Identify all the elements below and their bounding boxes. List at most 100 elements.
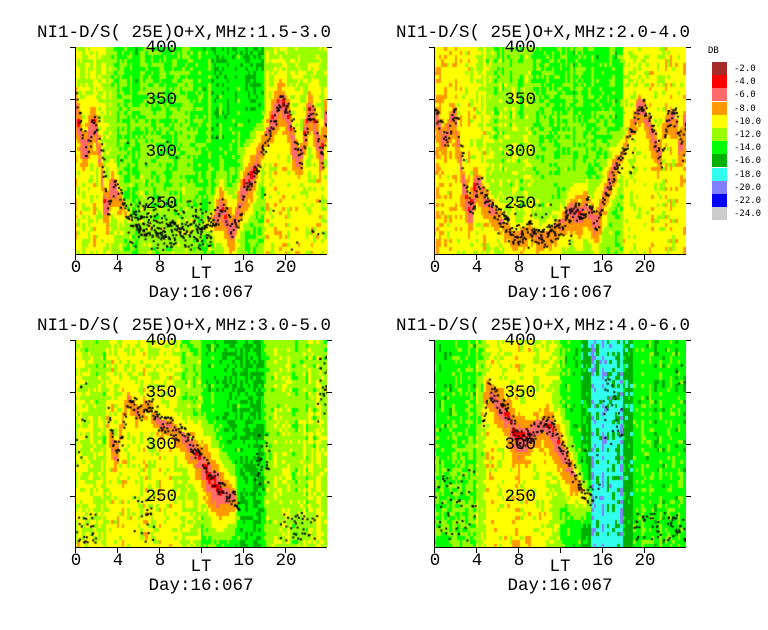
y-tick-label: 400 xyxy=(145,38,177,58)
legend-label: -18.0 xyxy=(734,169,762,180)
y-tick-label: 350 xyxy=(504,90,536,110)
legend-swatch xyxy=(712,154,727,168)
y-tick xyxy=(70,392,75,393)
y-tick xyxy=(429,444,434,445)
legend-swatch xyxy=(712,128,727,141)
x-tick-label: 0 xyxy=(429,551,441,571)
heatmap-plot xyxy=(75,340,327,548)
legend-swatch xyxy=(712,167,727,181)
y-tick-label: 400 xyxy=(145,331,177,351)
x-tick-label: 8 xyxy=(513,551,525,571)
x-tick xyxy=(285,255,286,260)
ionogram-panel: NI1-D/S( 25E)O+X,MHz:4.0-6.0 400 350 300 25… xyxy=(396,317,768,630)
y-tick-right xyxy=(686,151,691,152)
legend-label: -2.0 xyxy=(734,64,756,74)
x-tick xyxy=(434,255,435,260)
day-label: Day:16:067 xyxy=(148,576,254,596)
y-tick-label: 300 xyxy=(145,142,177,162)
legend-unit: DB xyxy=(708,46,719,56)
x-tick xyxy=(201,255,202,260)
y-tick-label: 250 xyxy=(145,194,177,214)
y-tick-right xyxy=(327,151,332,152)
panel-title: NI1-D/S( 25E)O+X,MHz:2.0-4.0 xyxy=(396,23,691,43)
y-tick xyxy=(70,340,75,341)
y-tick-right xyxy=(686,444,691,445)
y-tick-label: 400 xyxy=(504,38,536,58)
x-tick xyxy=(75,255,76,260)
x-tick xyxy=(159,255,160,260)
y-tick-right xyxy=(327,340,332,341)
y-tick-right xyxy=(327,444,332,445)
y-tick-right xyxy=(327,496,332,497)
x-tick xyxy=(75,548,76,553)
y-tick-label: 300 xyxy=(145,435,177,455)
y-tick xyxy=(429,151,434,152)
y-tick-label: 350 xyxy=(504,383,536,403)
legend-label: -14.0 xyxy=(734,143,762,154)
y-tick-right xyxy=(327,99,332,100)
legend-label: -24.0 xyxy=(734,209,762,220)
y-tick xyxy=(429,47,434,48)
y-tick-label: 350 xyxy=(145,383,177,403)
legend-label: -22.0 xyxy=(734,196,762,206)
heatmap-plot xyxy=(434,47,686,255)
x-axis-label: LT xyxy=(549,264,571,284)
heatmap-canvas xyxy=(75,340,327,548)
x-tick xyxy=(560,255,561,260)
y-tick xyxy=(70,47,75,48)
legend-swatch xyxy=(712,194,727,207)
y-tick-right xyxy=(686,203,691,204)
x-tick xyxy=(602,255,603,260)
panel-title: NI1-D/S( 25E)O+X,MHz:3.0-5.0 xyxy=(37,316,332,336)
x-tick-label: 0 xyxy=(429,258,441,278)
x-tick-label: 16 xyxy=(592,258,614,278)
x-tick xyxy=(201,548,202,553)
legend-swatch xyxy=(712,88,727,102)
y-tick xyxy=(429,392,434,393)
x-tick-label: 0 xyxy=(70,551,82,571)
ionogram-panel: NI1-D/S( 25E)O+X,MHz:2.0-4.0 400 350 300 25… xyxy=(396,24,768,337)
y-tick-label: 250 xyxy=(504,487,536,507)
x-tick xyxy=(476,548,477,553)
x-tick xyxy=(518,548,519,553)
legend-label: -8.0 xyxy=(734,103,756,114)
x-tick-label: 16 xyxy=(233,551,255,571)
x-tick-label: 20 xyxy=(275,258,297,278)
y-tick-right xyxy=(686,392,691,393)
x-axis-label: LT xyxy=(190,557,212,577)
legend-swatch xyxy=(712,141,727,155)
y-tick-label: 350 xyxy=(145,90,177,110)
y-tick-label: 250 xyxy=(504,194,536,214)
ionogram-panel: NI1-D/S( 25E)O+X,MHz:1.5-3.0 400 350 300 25… xyxy=(37,24,435,337)
heatmap-plot xyxy=(75,47,327,255)
y-tick-label: 300 xyxy=(504,435,536,455)
y-tick xyxy=(70,203,75,204)
y-tick xyxy=(429,340,434,341)
panel-title: NI1-D/S( 25E)O+X,MHz:1.5-3.0 xyxy=(37,23,332,43)
legend-label: -12.0 xyxy=(734,130,762,140)
x-tick xyxy=(117,255,118,260)
legend-label: -6.0 xyxy=(734,90,756,101)
y-tick-right xyxy=(686,340,691,341)
legend-swatch xyxy=(712,101,727,115)
legend-label: -20.0 xyxy=(734,182,762,193)
heatmap-canvas xyxy=(75,47,327,255)
legend-label: -4.0 xyxy=(734,77,756,88)
x-axis-label: LT xyxy=(549,557,571,577)
x-tick-label: 0 xyxy=(70,258,82,278)
y-tick-right xyxy=(327,392,332,393)
plot-frame xyxy=(434,340,686,548)
y-tick xyxy=(70,99,75,100)
x-tick xyxy=(476,255,477,260)
x-tick-label: 16 xyxy=(233,258,255,278)
plot-frame xyxy=(75,340,327,548)
y-tick-right xyxy=(686,47,691,48)
x-tick xyxy=(644,255,645,260)
day-label: Day:16:067 xyxy=(148,283,254,303)
legend-label: -10.0 xyxy=(734,116,762,127)
y-tick-right xyxy=(686,99,691,100)
x-tick-label: 20 xyxy=(634,551,656,571)
day-label: Day:16:067 xyxy=(507,283,613,303)
x-tick xyxy=(434,548,435,553)
y-tick-right xyxy=(686,496,691,497)
